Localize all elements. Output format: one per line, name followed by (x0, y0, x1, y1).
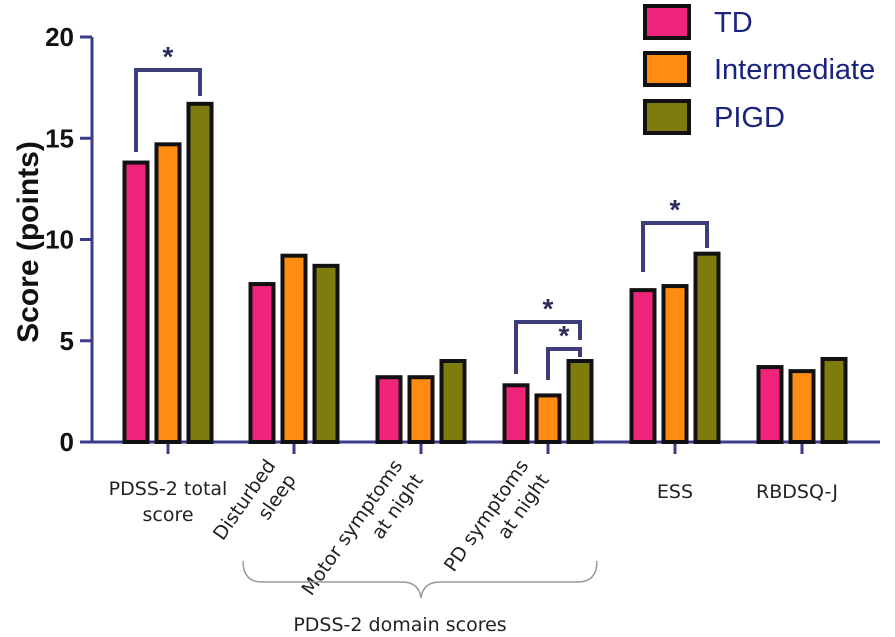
legend-swatch-pigd (643, 99, 691, 135)
bar-pigd-1 (312, 263, 340, 445)
legend-label-intermediate: Intermediate (714, 54, 875, 86)
category-label-5: RBDSQ-J (756, 481, 838, 503)
legend-swatch-td (643, 4, 691, 40)
bar-intermediate-1 (280, 253, 308, 444)
bar-td-0 (122, 160, 150, 445)
sig-bracket-pdss2-total-star: * (163, 41, 174, 72)
legend: TD Intermediate PIGD (643, 4, 875, 135)
bar-intermediate-2 (407, 375, 435, 445)
bar-intermediate-4 (661, 284, 689, 445)
bars (122, 101, 848, 445)
bar-td-5 (756, 365, 784, 445)
bar-pigd-5 (820, 356, 848, 445)
bar-td-2 (375, 375, 403, 445)
bar-pigd-0 (186, 101, 214, 444)
sig-bracket-pd-symptoms-int-pigd (546, 347, 582, 380)
bar-pigd-3 (566, 359, 594, 444)
bar-td-4 (629, 288, 657, 444)
y-tick-label: 10 (45, 225, 74, 255)
bar-intermediate-3 (534, 393, 562, 444)
group-label: PDSS-2 domain scores (293, 614, 506, 636)
category-label-4: ESS (657, 481, 693, 503)
sig-bracket-ess (641, 221, 709, 272)
legend-swatch-intermediate (643, 51, 691, 87)
bar-td-3 (502, 383, 530, 444)
y-tick-label: 5 (60, 326, 74, 356)
sig-bracket-pd-symptoms-td-pigd-star: * (543, 293, 554, 324)
sig-bracket-pd-symptoms-int-pigd-star: * (559, 320, 570, 351)
category-label-0: PDSS-2 total (109, 478, 228, 500)
domain-scores-brace: PDSS-2 domain scores (242, 560, 598, 636)
sig-bracket-pdss2-total (134, 68, 202, 152)
legend-label-pigd: PIGD (714, 102, 785, 134)
bar-intermediate-5 (788, 369, 816, 444)
y-tick-label: 20 (45, 22, 74, 52)
brace-line (242, 560, 598, 599)
significance-brackets: **** (134, 41, 709, 380)
sig-bracket-ess-star: * (670, 194, 681, 225)
bar-td-1 (248, 282, 276, 444)
category-label-0: score (142, 504, 193, 526)
bar-pigd-2 (439, 359, 467, 444)
category-labels: PDSS-2 total score ESS RBDSQ-J Disturbedslee… (109, 456, 838, 600)
legend-label-td: TD (714, 7, 753, 39)
bar-intermediate-0 (154, 142, 182, 444)
y-tick-label: 15 (45, 123, 74, 153)
y-tick-label: 0 (60, 427, 74, 457)
bar-pigd-4 (693, 251, 721, 444)
sig-bracket-pd-symptoms-td-pigd (514, 320, 582, 374)
y-axis: 0 5 10 15 20 (45, 22, 94, 457)
y-axis-label: Score (points) (12, 141, 45, 343)
